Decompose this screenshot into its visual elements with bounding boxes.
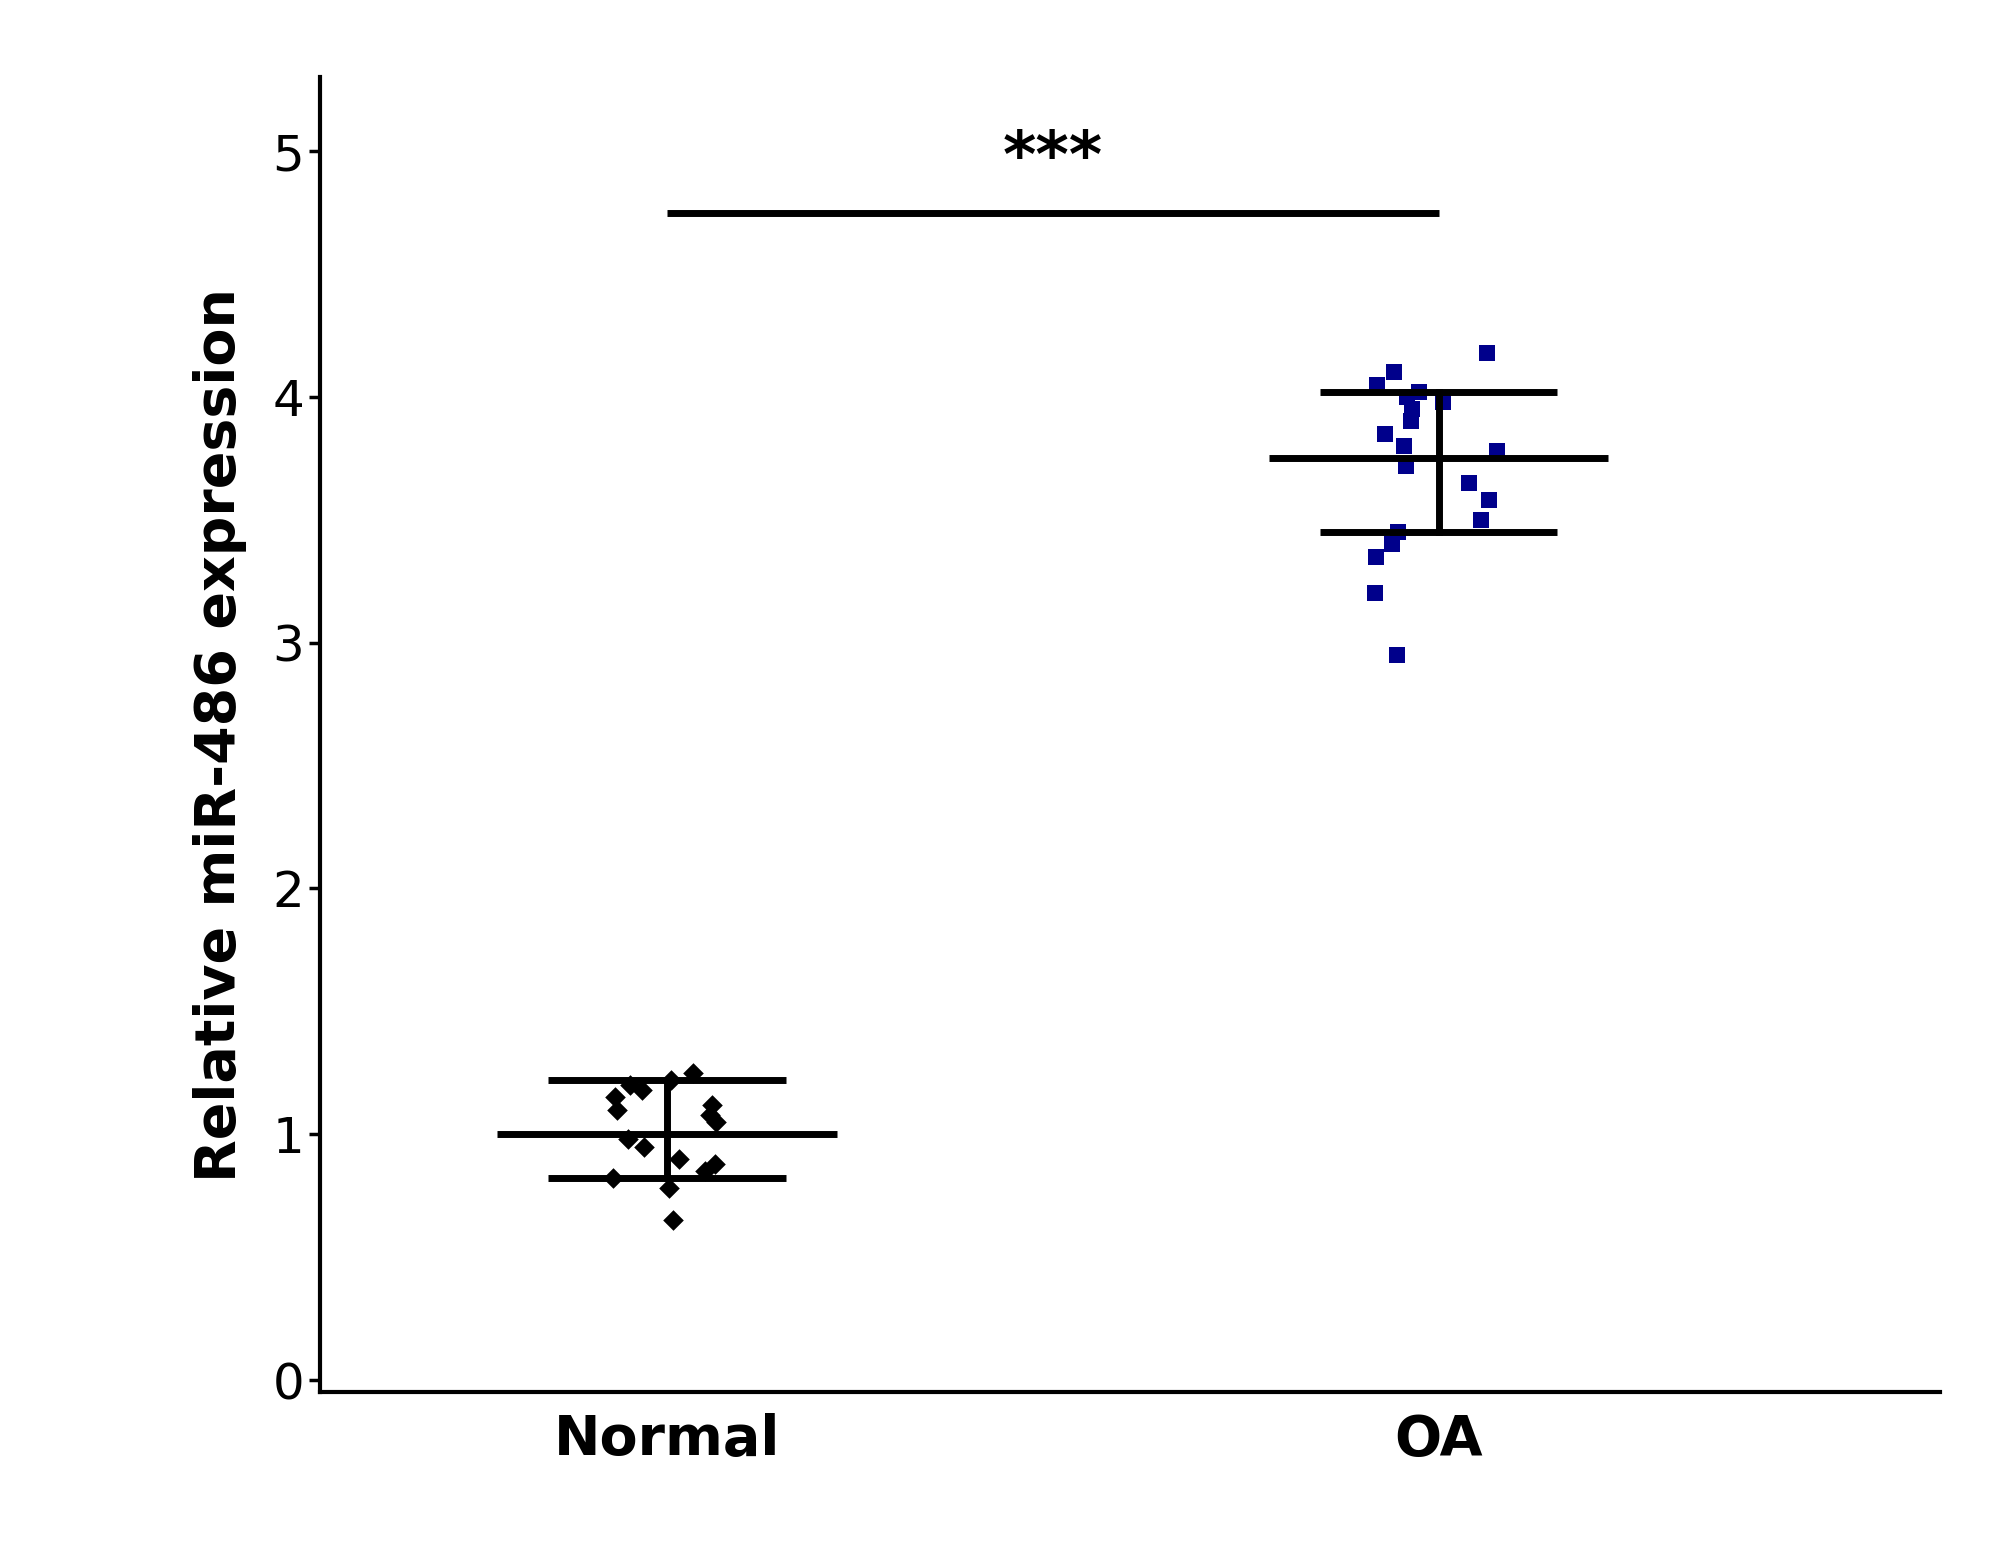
Point bbox=[626, 1078, 658, 1103]
Point bbox=[1426, 390, 1458, 415]
Point bbox=[1452, 470, 1484, 495]
Point bbox=[600, 1097, 632, 1122]
Point bbox=[1390, 453, 1422, 478]
Point bbox=[1360, 373, 1392, 398]
Point bbox=[1376, 532, 1408, 557]
Point bbox=[1380, 642, 1412, 667]
Point bbox=[1404, 379, 1436, 404]
Point bbox=[598, 1084, 630, 1109]
Point bbox=[1396, 396, 1428, 421]
Point bbox=[696, 1092, 728, 1117]
Point bbox=[700, 1109, 732, 1134]
Point bbox=[614, 1072, 646, 1097]
Point bbox=[1480, 438, 1512, 463]
Point bbox=[1368, 421, 1400, 446]
Point bbox=[1358, 582, 1390, 606]
Text: ***: *** bbox=[1002, 128, 1102, 190]
Point bbox=[1382, 520, 1414, 545]
Point bbox=[1472, 340, 1504, 365]
Point bbox=[1396, 408, 1428, 433]
Point bbox=[700, 1151, 732, 1176]
Point bbox=[1360, 545, 1392, 569]
Point bbox=[654, 1067, 686, 1092]
Point bbox=[678, 1060, 710, 1084]
Point bbox=[656, 1208, 688, 1233]
Point bbox=[1474, 487, 1506, 512]
Point bbox=[1388, 433, 1420, 458]
Point bbox=[612, 1126, 644, 1151]
Point bbox=[690, 1159, 722, 1183]
Point bbox=[694, 1101, 726, 1126]
Point bbox=[654, 1176, 686, 1200]
Point bbox=[1378, 360, 1410, 385]
Y-axis label: Relative miR-486 expression: Relative miR-486 expression bbox=[194, 288, 248, 1182]
Point bbox=[628, 1134, 660, 1159]
Point bbox=[598, 1166, 630, 1191]
Point bbox=[1466, 507, 1498, 532]
Point bbox=[1392, 385, 1424, 410]
Point bbox=[662, 1146, 694, 1171]
